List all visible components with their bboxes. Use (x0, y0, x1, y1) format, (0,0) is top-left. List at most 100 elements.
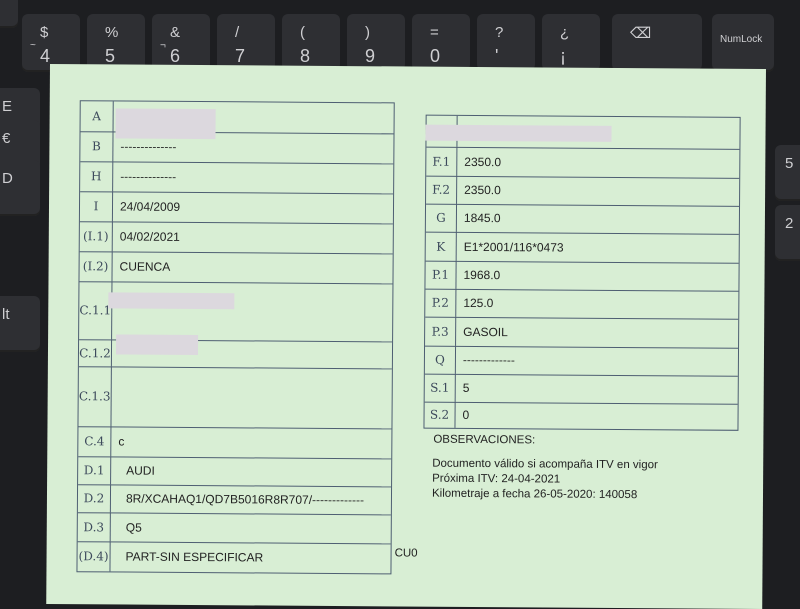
key-label: ) (365, 24, 370, 41)
key-label: 0 (430, 46, 440, 67)
keyboard-key: 5 (775, 145, 800, 201)
keyboard-key: (8 (282, 14, 340, 72)
field-value: PART-SIN ESPECIFICAR (125, 542, 263, 573)
observaciones-line: Kilometraje a fecha 26-05-2020: 140058 (432, 487, 637, 503)
key-label: E (2, 98, 12, 115)
field-row: (I.1)04/02/2021 (80, 221, 393, 254)
field-label: F.2 (426, 176, 457, 204)
field-label: (I.2) (79, 251, 112, 281)
field-row: D.2 8R/XCAHAQ1/QD7B5016R8R707/-----------… (78, 484, 391, 515)
field-label: H (80, 161, 113, 191)
field-value: 0 (462, 402, 469, 428)
field-label: G (426, 204, 457, 232)
key-label: 8 (300, 46, 310, 67)
field-value: 2350.0 (464, 147, 501, 176)
field-label: C.4 (78, 426, 111, 456)
field-value: Q5 (126, 513, 142, 542)
field-value: 04/02/2021 (120, 221, 180, 251)
key-label: ? (495, 24, 503, 41)
keyboard-key: =0 (412, 14, 470, 72)
field-value: 2350.0 (464, 176, 501, 204)
redaction (108, 292, 234, 309)
cu-code: CU0 (395, 546, 418, 561)
keyboard-key: &6¬ (152, 14, 210, 72)
field-value: E1*2001/116*0473 (464, 232, 564, 262)
key-label: ~ (30, 40, 36, 51)
key-label: $ (40, 24, 48, 41)
field-row: C.1.3 (78, 366, 391, 429)
key-label: 7 (235, 46, 245, 67)
field-label: K (426, 232, 457, 261)
field-value: 1968.0 (463, 261, 500, 289)
keyboard-key: )9 (347, 14, 405, 72)
key-label: 2 (785, 215, 793, 232)
key-label: ⌫ (630, 24, 651, 42)
field-label: I (80, 191, 113, 221)
key-label: 5 (785, 155, 793, 172)
field-label: S.2 (424, 402, 455, 428)
field-label: D.1 (78, 456, 111, 484)
key-label: lt (2, 306, 10, 323)
keyboard-key: ?' (477, 14, 535, 72)
field-value: -------------- (120, 161, 176, 191)
keyboard-key: lt (0, 296, 40, 352)
field-value: GASOIL (463, 317, 508, 346)
keyboard-key: %5 (87, 14, 145, 72)
field-value: AUDI (126, 457, 155, 485)
observaciones-title: OBSERVACIONES: (433, 433, 535, 449)
field-row: C.1.1 (79, 281, 392, 342)
field-value: 125.0 (463, 289, 493, 317)
key-label: ¡ (560, 46, 566, 67)
field-label: A (81, 101, 114, 131)
field-label: Q (425, 346, 456, 374)
field-value: ------------- (463, 346, 515, 374)
field-label: P.2 (425, 289, 456, 317)
field-value: c (118, 426, 124, 456)
field-value: CUENCA (119, 251, 170, 281)
field-label: C.1.3 (78, 366, 111, 426)
keyboard-key: ¿¡ (542, 14, 600, 72)
field-row: D.1 AUDI (78, 456, 391, 487)
key-label: / (235, 24, 239, 41)
keyboard-key: 2 (775, 205, 800, 261)
key-label: NumLock (720, 34, 762, 45)
keyboard-key: /7 (217, 14, 275, 72)
field-row: D.3 Q5 (78, 512, 391, 544)
field-label: F.1 (426, 147, 457, 176)
field-row: (D.4)PART-SIN ESPECIFICAR (77, 541, 390, 573)
keyboard-key: D (0, 160, 40, 216)
keyboard-key: NumLock (712, 14, 774, 72)
field-label: D.2 (78, 484, 111, 512)
key-label: & (170, 24, 180, 41)
keyboard-key: ⌫ (612, 14, 702, 72)
field-label: S.1 (425, 374, 456, 402)
key-label: = (430, 24, 439, 41)
field-row: (I.2)CUENCA (79, 251, 392, 284)
key-label: € (2, 130, 10, 147)
field-value: 8R/XCAHAQ1/QD7B5016R8R707/------------- (126, 485, 364, 515)
field-row: Q------------- (425, 346, 738, 377)
field-label: P.3 (425, 317, 456, 346)
key-label: 4 (40, 46, 50, 67)
redaction (425, 125, 611, 142)
field-label: C.1.1 (79, 281, 112, 339)
key-label: 6 (170, 46, 180, 67)
field-label: D.3 (78, 512, 111, 541)
observaciones-line: Próxima ITV: 24-04-2021 (432, 472, 560, 488)
key-label: 9 (365, 46, 375, 67)
key-label: D (2, 170, 13, 187)
field-row: H-------------- (80, 161, 393, 194)
redaction (116, 334, 198, 355)
key-label: ' (495, 46, 498, 67)
